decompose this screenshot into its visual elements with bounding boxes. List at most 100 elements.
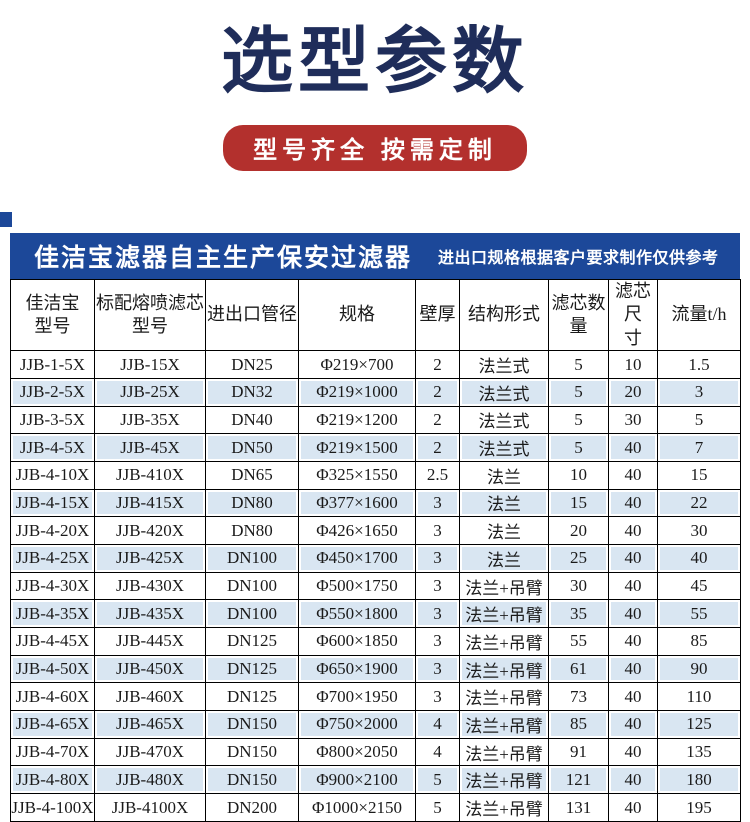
table-cell: JJB-3-5X: [10, 405, 95, 435]
table-cell: Φ600×1850: [298, 627, 416, 656]
table-cell: Φ700×1950: [298, 682, 416, 712]
table-cell: JJB-425X: [94, 543, 206, 573]
table-cell: 73: [548, 682, 609, 712]
table-cell: 法兰+吊臂: [459, 627, 549, 656]
table-banner: 佳洁宝滤器自主生产保安过滤器 进出口规格根据客户要求制作仅供参考: [10, 233, 740, 279]
table-row: JJB-4-25X JJB-425X DN100 Φ450×1700 3 法兰 25 40 40: [10, 543, 741, 573]
table-cell: DN100: [205, 571, 299, 601]
column-header: 滤芯数量: [548, 278, 609, 352]
table-cell: 85: [548, 710, 609, 739]
column-header: 规格: [298, 278, 416, 352]
table-cell: 法兰+吊臂: [459, 737, 549, 767]
table-cell: 5: [415, 793, 460, 822]
table-cell: 131: [548, 793, 609, 822]
decoration-square: [0, 212, 12, 227]
subtitle-badge: 型号齐全 按需定制: [223, 125, 527, 171]
table-cell: 15: [548, 488, 609, 518]
table-cell: JJB-420X: [94, 516, 206, 545]
table-cell: JJB-410X: [94, 460, 206, 490]
table-cell: Φ1000×2150: [298, 793, 416, 822]
table-cell: DN150: [205, 737, 299, 767]
table-cell: 法兰+吊臂: [459, 654, 549, 684]
table-cell: 40: [608, 765, 658, 795]
table-cell: JJB-430X: [94, 571, 206, 601]
table-cell: 4: [415, 737, 460, 767]
table-cell: JJB-4-100X: [10, 793, 95, 822]
table-cell: 2: [415, 405, 460, 435]
table-cell: 3: [415, 488, 460, 518]
table-cell: 法兰: [459, 516, 549, 545]
column-header: 流量t/h: [657, 278, 741, 352]
table-cell: 5: [548, 350, 609, 379]
table-cell: 法兰式: [459, 350, 549, 379]
table-cell: Φ426×1650: [298, 516, 416, 545]
table-cell: 法兰: [459, 543, 549, 573]
table-cell: 3: [415, 654, 460, 684]
table-cell: 40: [608, 488, 658, 518]
table-cell: JJB-4-15X: [10, 488, 95, 518]
table-row: JJB-4-65X JJB-465X DN150 Φ750×2000 4 法兰+吊臂 85 4…: [10, 710, 741, 739]
table-cell: Φ650×1900: [298, 654, 416, 684]
table-cell: 法兰+吊臂: [459, 599, 549, 629]
table-cell: Φ219×1200: [298, 405, 416, 435]
table-cell: 法兰式: [459, 433, 549, 462]
table-cell: 法兰式: [459, 377, 549, 407]
table-cell: DN200: [205, 793, 299, 822]
table-cell: Φ325×1550: [298, 460, 416, 490]
table-cell: 40: [608, 682, 658, 712]
column-header: 标配熔喷滤芯 型号: [94, 278, 206, 352]
table-cell: JJB-4-20X: [10, 516, 95, 545]
table-cell: 3: [415, 682, 460, 712]
table-cell: 45: [657, 571, 741, 601]
table-cell: 121: [548, 765, 609, 795]
table-cell: JJB-4100X: [94, 793, 206, 822]
table-cell: 90: [657, 654, 741, 684]
table-cell: 40: [608, 433, 658, 462]
table-cell: JJB-25X: [94, 377, 206, 407]
spec-table-head: 佳洁宝 型号 标配熔喷滤芯 型号 进出口管径 规格 壁厚 结构形式 滤芯数量滤芯尺寸流量t/h: [10, 278, 741, 352]
table-cell: 30: [548, 571, 609, 601]
table-cell: JJB-4-30X: [10, 571, 95, 601]
table-cell: 2.5: [415, 460, 460, 490]
table-cell: 法兰: [459, 460, 549, 490]
column-header: 滤芯尺寸: [608, 278, 658, 352]
table-cell: Φ219×1000: [298, 377, 416, 407]
banner-title: 佳洁宝滤器自主生产保安过滤器: [34, 244, 413, 272]
table-cell: 195: [657, 793, 741, 822]
table-cell: Φ219×1500: [298, 433, 416, 462]
table-cell: 3: [415, 627, 460, 656]
table-cell: 20: [608, 377, 658, 407]
table-cell: Φ219×700: [298, 350, 416, 379]
table-cell: 法兰+吊臂: [459, 765, 549, 795]
table-cell: 61: [548, 654, 609, 684]
table-cell: DN150: [205, 710, 299, 739]
table-cell: 法兰+吊臂: [459, 571, 549, 601]
table-cell: DN32: [205, 377, 299, 407]
table-cell: 40: [608, 571, 658, 601]
table-row: JJB-4-35X JJB-435X DN100 Φ550×1800 3 法兰+吊臂 35 4…: [10, 599, 741, 629]
table-cell: DN125: [205, 654, 299, 684]
table-cell: 40: [608, 460, 658, 490]
page-title: 选型参数: [220, 22, 529, 102]
table-cell: Φ377×1600: [298, 488, 416, 518]
table-cell: 20: [548, 516, 609, 545]
table-cell: 3: [657, 377, 741, 407]
table-cell: Φ800×2050: [298, 737, 416, 767]
table-cell: 法兰+吊臂: [459, 793, 549, 822]
table-cell: 30: [657, 516, 741, 545]
table-cell: 3: [415, 516, 460, 545]
table-cell: 22: [657, 488, 741, 518]
table-cell: JJB-4-80X: [10, 765, 95, 795]
table-cell: JJB-2-5X: [10, 377, 95, 407]
table-cell: Φ900×2100: [298, 765, 416, 795]
table-cell: 2: [415, 377, 460, 407]
table-cell: Φ500×1750: [298, 571, 416, 601]
table-cell: JJB-4-5X: [10, 433, 95, 462]
table-cell: JJB-450X: [94, 654, 206, 684]
table-cell: 110: [657, 682, 741, 712]
table-cell: Φ750×2000: [298, 710, 416, 739]
table-cell: 40: [608, 737, 658, 767]
table-cell: 5: [548, 377, 609, 407]
table-cell: 40: [608, 599, 658, 629]
table-cell: 40: [608, 793, 658, 822]
